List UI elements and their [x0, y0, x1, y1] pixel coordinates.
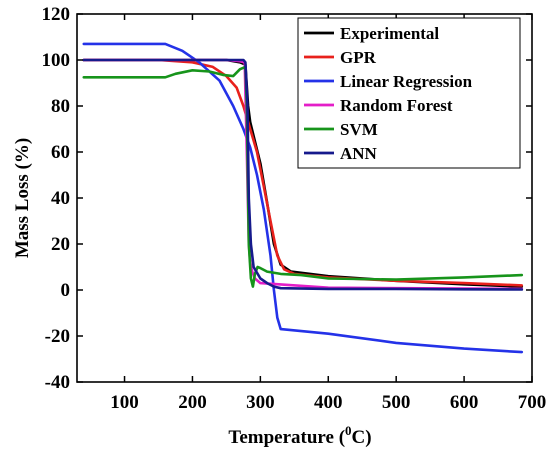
series-line-svm: [82, 65, 524, 288]
x-axis-title-superscript: 0: [345, 423, 352, 438]
x-tick-label: 300: [246, 392, 275, 413]
series-line-ann: [82, 58, 524, 291]
x-tick-label: 200: [178, 392, 207, 413]
legend-label: GPR: [340, 48, 377, 67]
y-tick-label: 120: [42, 4, 71, 25]
y-tick-label: 100: [42, 50, 71, 71]
x-tick-label: 600: [450, 392, 479, 413]
axis-ticks: 100 200 300 400 500 600 700 -40 -20 0 20 40 60 80 100 1…: [42, 4, 547, 413]
x-tick-label: 700: [518, 392, 547, 413]
legend-label: SVM: [340, 120, 378, 139]
x-axis-title-end: C): [352, 427, 372, 448]
x-tick-label: 400: [314, 392, 343, 413]
chart-series-group: [82, 42, 524, 354]
legend-label: Experimental: [340, 24, 439, 43]
legend-box: [297, 17, 521, 169]
x-tick-label: 100: [110, 392, 139, 413]
x-axis-title: Temperature (0C): [228, 423, 371, 448]
legend-label: ANN: [340, 144, 378, 163]
y-tick-label: 0: [61, 280, 71, 301]
y-tick-label: -40: [45, 372, 70, 393]
legend-label: Random Forest: [340, 96, 453, 115]
y-tick-label: 40: [51, 188, 70, 209]
y-tick-label: 20: [51, 234, 70, 255]
y-tick-label: -20: [45, 326, 70, 347]
legend-label: Linear Regression: [340, 72, 473, 91]
y-tick-label: 80: [51, 96, 70, 117]
y-axis-title: Mass Loss (%): [12, 138, 33, 258]
y-tick-label: 60: [51, 142, 70, 163]
x-axis-title-main: Temperature (: [228, 427, 345, 448]
x-tick-label: 500: [382, 392, 411, 413]
legend: Experimental GPR Linear Regression Random F…: [297, 17, 521, 169]
